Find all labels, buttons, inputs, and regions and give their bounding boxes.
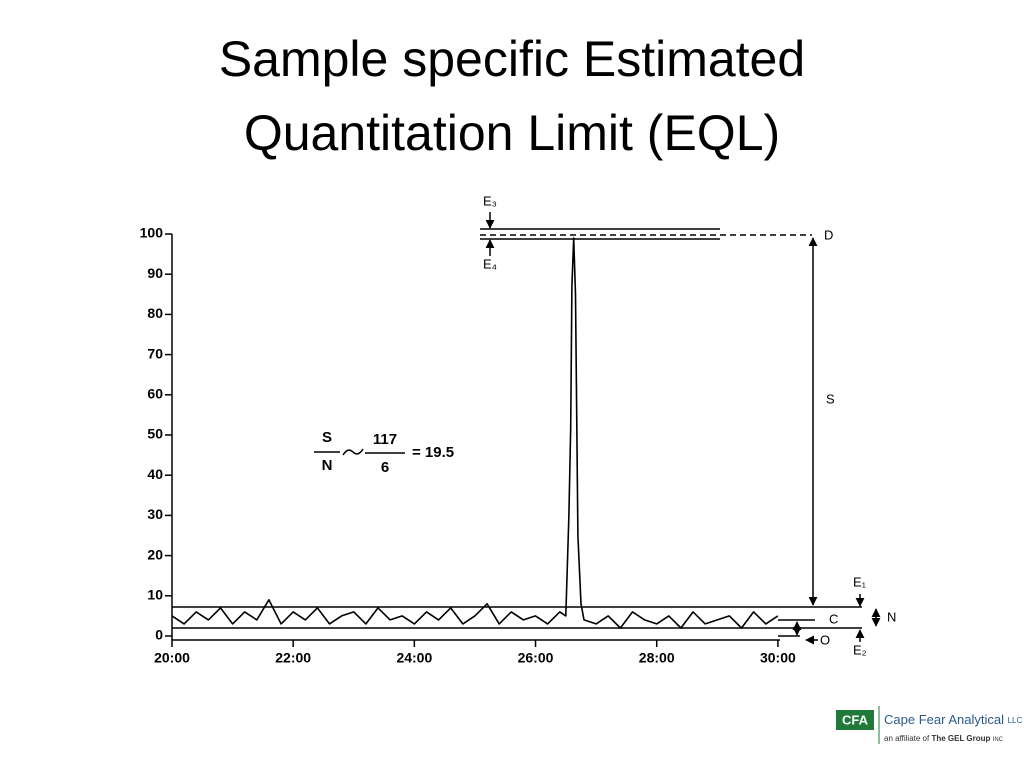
annotation: E₂: [853, 642, 867, 657]
y-tick-label: 100: [140, 225, 164, 241]
annotation: C: [829, 611, 838, 626]
y-tick-label: 20: [147, 546, 163, 562]
y-tick-label: 90: [147, 265, 163, 281]
y-tick-label: 60: [147, 386, 163, 402]
formula-s: S: [322, 429, 332, 446]
logo-name-text: Cape Fear Analytical: [884, 712, 1004, 727]
x-tick-label: 26:00: [518, 650, 554, 666]
annotation: S: [826, 391, 835, 406]
x-tick-label: 22:00: [275, 650, 311, 666]
annotation: E₁: [853, 574, 867, 589]
annotation: D: [824, 227, 833, 242]
logo-name: Cape Fear Analytical LLC: [884, 712, 1022, 727]
logo-tagline: an affiliate of The GEL Group INC: [884, 734, 1004, 743]
trace: [171, 237, 779, 629]
y-tick-label: 80: [147, 305, 163, 321]
annotation: E₄: [483, 256, 497, 271]
annotations: E₃ E₄ D S E₁ C N O E₂ S N 117 6 = 19.5: [322, 193, 897, 657]
logo: CFA Cape Fear Analytical LLC an affiliat…: [836, 706, 1022, 744]
x-tick-label: 20:00: [154, 650, 190, 666]
y-tick-label: 40: [147, 466, 163, 482]
x-tick-label: 24:00: [396, 650, 432, 666]
formula-n: N: [322, 457, 333, 474]
formula-denominator: 6: [381, 459, 389, 476]
logo-affiliate: an affiliate of: [884, 734, 930, 743]
logo-mark: CFA: [842, 712, 869, 727]
x-tick-label: 30:00: [760, 650, 796, 666]
y-tick-label: 30: [147, 506, 163, 522]
slide-title: Sample specific Estimated Quantitation L…: [218, 31, 806, 161]
y-tick-label: 70: [147, 345, 163, 361]
formula-numerator: 117: [373, 431, 397, 448]
logo-box: [836, 710, 874, 730]
x-tick-label: 28:00: [639, 650, 675, 666]
y-tick-label: 0: [155, 627, 163, 643]
logo-suffix: LLC: [1008, 716, 1023, 725]
y-tick-label: 10: [147, 587, 163, 603]
formula-result: = 19.5: [412, 444, 454, 461]
annotation: O: [820, 632, 830, 647]
annotation-lines: [171, 212, 881, 645]
logo-group: The GEL Group: [931, 734, 990, 743]
y-tick-label: 50: [147, 426, 163, 442]
annotation: N: [887, 609, 896, 624]
logo-group-suffix: INC: [993, 737, 1004, 743]
annotation: E₃: [483, 193, 497, 208]
